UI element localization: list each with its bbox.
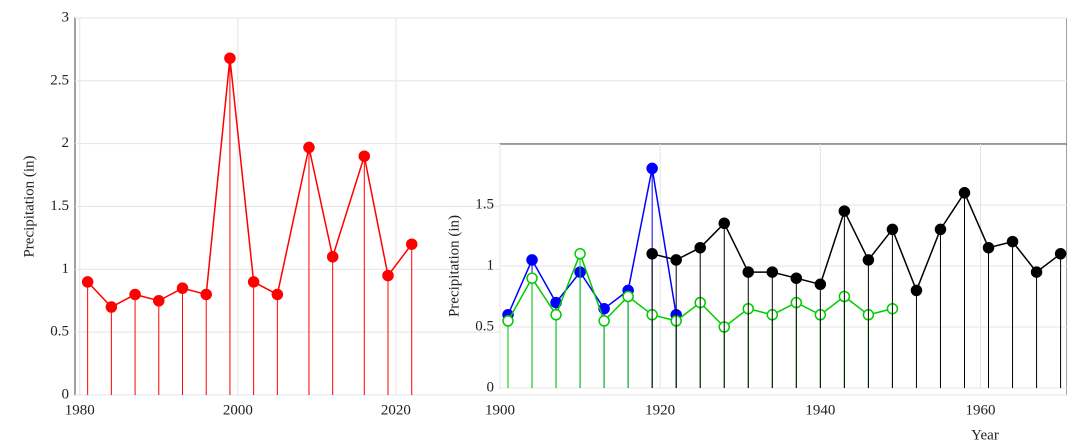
y-tick-label: 1.5 bbox=[475, 196, 494, 212]
x-tick-label: 1940 bbox=[805, 402, 835, 418]
y-axis-label: Precipitation (in) bbox=[446, 215, 462, 317]
marker bbox=[303, 141, 315, 154]
marker bbox=[958, 187, 971, 199]
marker bbox=[670, 254, 682, 266]
marker bbox=[910, 284, 923, 297]
marker bbox=[1030, 266, 1043, 278]
marker bbox=[502, 315, 514, 327]
y-tick-label: 0 bbox=[62, 386, 70, 402]
y-tick-label: 2 bbox=[62, 135, 70, 151]
marker bbox=[129, 288, 141, 301]
marker bbox=[550, 309, 562, 321]
marker bbox=[1006, 235, 1019, 248]
marker bbox=[1054, 248, 1067, 260]
y-tick-label: 2.5 bbox=[50, 72, 69, 88]
marker bbox=[271, 288, 284, 301]
y-tick-label: 1 bbox=[62, 261, 70, 277]
marker bbox=[153, 295, 165, 307]
y-tick-label: 0.5 bbox=[50, 324, 69, 340]
marker bbox=[326, 251, 339, 263]
marker bbox=[526, 272, 538, 284]
marker bbox=[838, 205, 851, 217]
series-line bbox=[507, 168, 677, 316]
marker bbox=[405, 238, 418, 250]
marker bbox=[646, 248, 658, 260]
marker bbox=[886, 223, 899, 236]
marker bbox=[814, 278, 827, 291]
marker bbox=[742, 266, 755, 278]
x-tick-label: 2020 bbox=[381, 402, 411, 418]
x-tick-label: 1900 bbox=[485, 402, 515, 418]
marker bbox=[81, 276, 94, 288]
marker bbox=[382, 269, 394, 282]
marker bbox=[646, 162, 658, 175]
marker bbox=[105, 301, 118, 313]
marker bbox=[526, 254, 538, 266]
marker bbox=[224, 52, 236, 64]
marker bbox=[694, 241, 706, 254]
x-tick-label: 1980 bbox=[65, 402, 95, 418]
x-tick-label: 1920 bbox=[645, 402, 675, 418]
marker bbox=[176, 282, 189, 294]
y-tick-label: 3 bbox=[62, 9, 70, 25]
y-tick-label: 0.5 bbox=[475, 318, 494, 334]
marker bbox=[247, 276, 260, 288]
marker bbox=[766, 266, 779, 278]
marker bbox=[790, 272, 803, 284]
marker bbox=[200, 288, 212, 301]
y-tick-label: 1.5 bbox=[50, 198, 69, 214]
marker bbox=[622, 290, 634, 303]
marker bbox=[982, 241, 995, 254]
marker bbox=[934, 223, 947, 236]
y-tick-label: 1 bbox=[487, 257, 495, 273]
x-tick-label: 1960 bbox=[966, 402, 996, 418]
marker bbox=[598, 315, 610, 327]
marker bbox=[358, 150, 371, 162]
x-axis-label: Year bbox=[971, 427, 999, 443]
y-axis-label: Precipitation (in) bbox=[21, 155, 37, 257]
marker bbox=[718, 217, 730, 230]
y-tick-label: 0 bbox=[487, 379, 495, 395]
marker bbox=[574, 248, 586, 260]
x-tick-label: 2000 bbox=[223, 402, 253, 418]
marker bbox=[862, 254, 875, 266]
